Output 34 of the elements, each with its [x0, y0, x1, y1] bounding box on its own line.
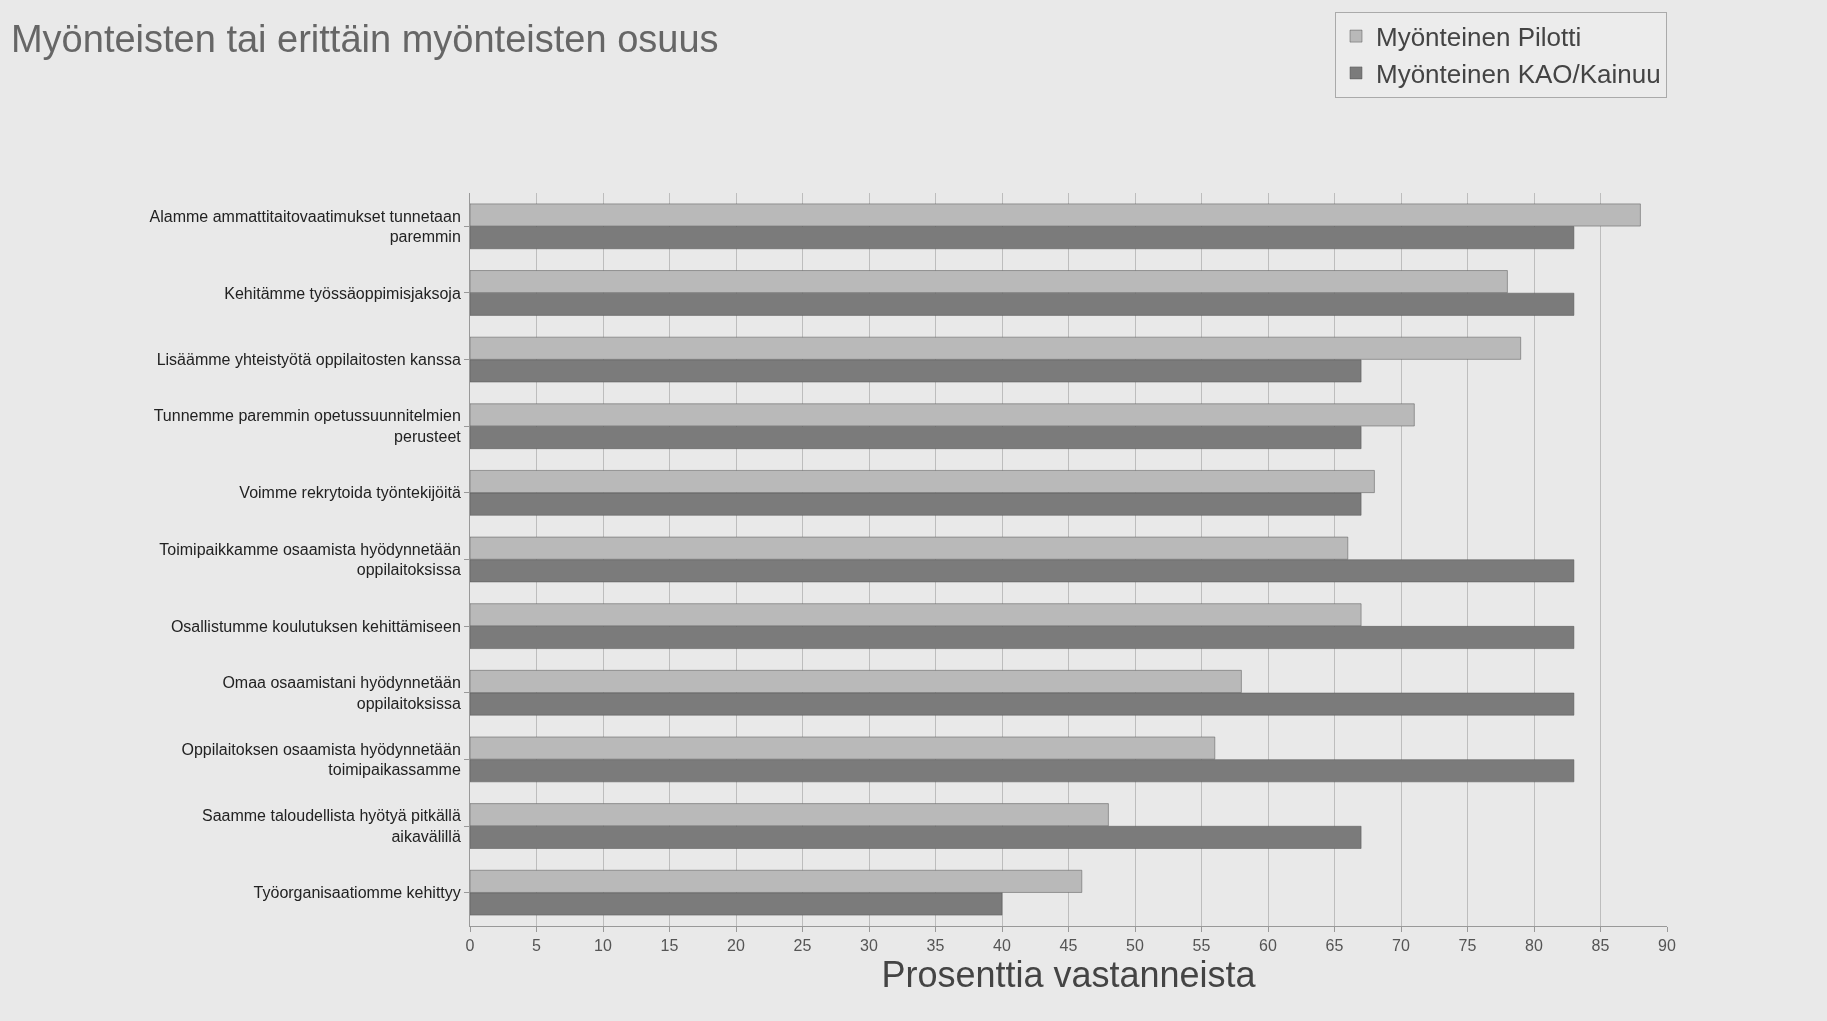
- x-tick-label: 10: [594, 937, 612, 955]
- x-tick-label: 65: [1325, 937, 1344, 955]
- y-tick-label: Saamme taloudellista hyötyä pitkällä aikavälillä: [201, 807, 461, 846]
- y-tick-label: Oppilaitoksen osaamista hyödynnetään toimipaikassamme: [181, 740, 461, 779]
- x-tick-label: 25: [793, 937, 812, 955]
- x-tick-label: 0: [465, 937, 475, 955]
- x-tick-label: 45: [1059, 937, 1078, 955]
- x-tick-label: 20: [727, 937, 745, 955]
- x-tick-label: 15: [660, 937, 679, 955]
- x-tick-label: 35: [926, 937, 945, 955]
- y-tick-label: Toimipaikkamme osaamista hyödynnetään oppilaitoksissa: [159, 540, 461, 579]
- x-tick-label: 80: [1525, 937, 1543, 955]
- x-tick-label: 85: [1591, 937, 1610, 955]
- y-tick-label: Lisäämme yhteistyötä oppilaitosten kanssa: [156, 351, 461, 369]
- y-tick-label: Kehitämme työssäoppimisjaksoja: [224, 284, 461, 302]
- x-tick-label: 5: [532, 937, 542, 955]
- y-tick-label: Voimme rekrytoida työntekijöitä: [239, 484, 461, 502]
- x-tick-label: 30: [860, 937, 878, 955]
- y-tick-label: Tunnemme paremmin opetussuunnitelmien perusteet: [153, 407, 462, 446]
- x-axis-title: Prosenttia vastanneista: [881, 954, 1257, 996]
- x-tick-label: 55: [1192, 937, 1211, 955]
- y-tick-label: Osallistumme koulutuksen kehittämiseen: [170, 617, 461, 635]
- y-tick-label: Alamme ammattitaitovaatimukset tunnetaan paremmin: [149, 207, 461, 246]
- x-tick-label: 75: [1458, 937, 1477, 955]
- x-tick-label: 90: [1658, 937, 1676, 955]
- y-tick-label: Työorganisaatiomme kehittyy: [253, 884, 461, 902]
- x-tick-label: 40: [993, 937, 1011, 955]
- chart-title: Myönteisten tai erittäin myönteisten osuus: [10, 18, 719, 61]
- y-tick-label: Omaa osaamistani hyödynnetään oppilaitoksissa: [222, 673, 461, 712]
- legend-label: Myönteinen KAO/Kainuu: [1376, 59, 1661, 90]
- x-tick-label: 50: [1126, 937, 1144, 955]
- x-tick-label: 70: [1392, 937, 1410, 955]
- legend-label: Myönteinen Pilotti: [1376, 22, 1582, 53]
- x-tick-label: 60: [1259, 937, 1277, 955]
